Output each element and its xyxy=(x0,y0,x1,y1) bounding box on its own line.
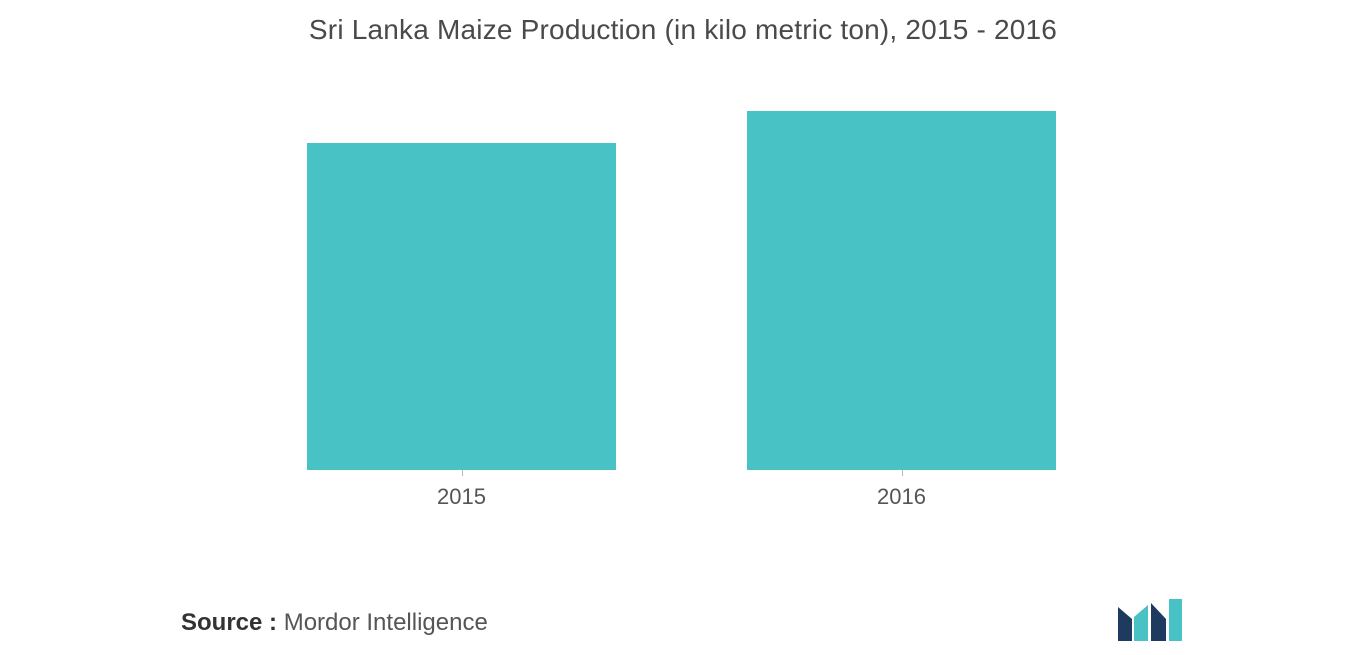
plot-area: 2015 2016 xyxy=(0,80,1366,510)
x-axis-label-2015: 2015 xyxy=(437,484,486,510)
source-label: Source : xyxy=(181,609,277,636)
bar-2016 xyxy=(747,111,1056,470)
source-text: Mordor Intelligence xyxy=(284,609,488,636)
chart-title: Sri Lanka Maize Production (in kilo metr… xyxy=(0,14,1366,46)
mordor-intelligence-logo-icon xyxy=(1118,597,1182,641)
xtick-2015 xyxy=(462,470,463,476)
x-axis-label-2016: 2016 xyxy=(877,484,926,510)
xtick-2016 xyxy=(902,470,903,476)
bar-2015 xyxy=(307,143,616,470)
source-line: Source : Mordor Intelligence xyxy=(181,609,488,637)
